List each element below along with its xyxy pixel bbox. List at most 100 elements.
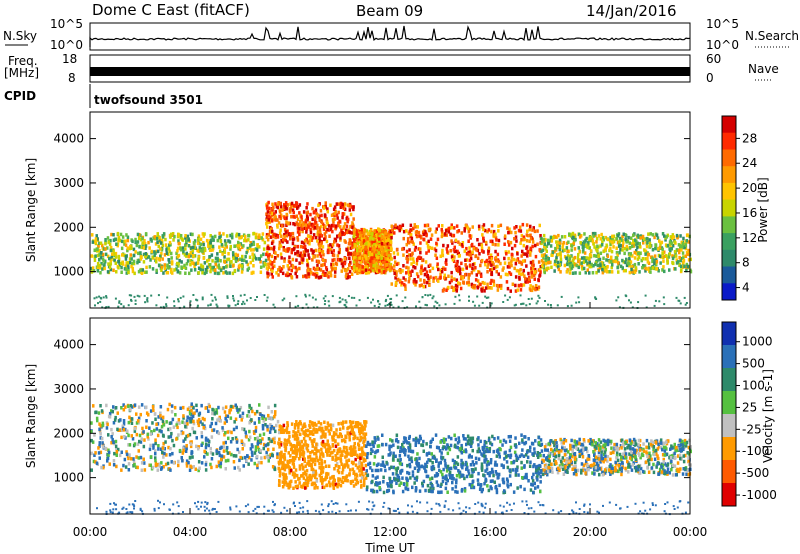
data-cell	[226, 430, 230, 434]
data-cell	[96, 418, 99, 423]
data-cell	[280, 430, 283, 434]
data-cell	[280, 450, 283, 455]
data-cell	[334, 463, 338, 468]
data-cell	[537, 260, 541, 264]
data-cell	[506, 265, 510, 269]
data-cell	[323, 273, 326, 277]
data-cell	[261, 423, 265, 428]
data-cell	[452, 288, 456, 292]
data-cell	[332, 474, 335, 479]
data-cell	[469, 256, 473, 261]
data-cell	[249, 260, 252, 265]
data-cell	[225, 446, 229, 450]
data-cell	[192, 245, 195, 250]
data-cell	[279, 204, 283, 209]
data-cell	[258, 245, 261, 249]
data-cell	[202, 426, 205, 430]
data-cell	[348, 270, 352, 274]
data-cell	[261, 437, 264, 441]
data-cell	[264, 417, 267, 421]
data-cell	[223, 239, 227, 243]
data-cell	[180, 237, 184, 241]
data-cell	[204, 468, 208, 472]
data-cell	[247, 438, 251, 442]
data-cell	[314, 469, 317, 474]
data-cell	[247, 233, 251, 238]
data-cell	[682, 259, 686, 263]
data-cell	[397, 305, 400, 308]
data-cell	[292, 430, 295, 434]
data-cell	[239, 242, 243, 246]
data-cell	[283, 297, 286, 300]
data-cell	[147, 255, 151, 259]
data-cell	[183, 263, 186, 268]
data-cell	[413, 248, 417, 252]
data-cell	[410, 236, 414, 241]
data-cell	[323, 232, 327, 236]
data-cell	[599, 237, 602, 241]
data-cell	[273, 212, 276, 216]
data-cell	[316, 263, 319, 268]
data-cell	[279, 471, 282, 476]
data-cell	[161, 257, 164, 261]
data-cell	[237, 465, 240, 470]
data-cell	[447, 230, 451, 234]
data-cell	[405, 242, 408, 247]
data-cell	[170, 404, 174, 408]
data-cell	[192, 294, 195, 296]
data-cell	[262, 432, 266, 436]
data-cell	[214, 234, 217, 239]
data-cell	[667, 255, 671, 259]
data-cell	[442, 243, 445, 248]
data-cell	[305, 447, 309, 451]
data-cell	[447, 226, 450, 231]
data-cell	[306, 234, 310, 239]
data-cell	[218, 249, 222, 253]
data-cell	[188, 411, 192, 416]
data-cell	[207, 258, 211, 262]
data-cell	[329, 227, 333, 232]
data-cell	[634, 266, 638, 270]
data-cell	[284, 480, 288, 485]
data-cell	[341, 264, 345, 268]
data-cell	[302, 454, 305, 459]
data-cell	[464, 258, 467, 262]
data-cell	[520, 283, 523, 287]
data-cell	[109, 245, 113, 250]
data-cell	[441, 253, 445, 258]
data-cell	[573, 255, 577, 260]
data-cell	[272, 247, 276, 252]
data-cell	[450, 255, 454, 259]
data-cell	[165, 303, 168, 306]
data-cell	[529, 233, 532, 237]
data-cell	[289, 236, 292, 241]
data-cell	[270, 262, 273, 266]
data-cell	[662, 259, 665, 263]
data-cell	[441, 267, 444, 272]
data-cell	[579, 262, 582, 266]
data-cell	[644, 266, 648, 271]
data-cell	[484, 295, 487, 298]
data-cell	[191, 250, 194, 255]
data-cell	[273, 232, 276, 237]
data-cell	[235, 405, 238, 410]
data-cell	[172, 238, 175, 242]
data-cell	[439, 275, 442, 280]
data-cell	[155, 256, 158, 261]
data-cell	[316, 485, 319, 490]
data-cell	[257, 235, 260, 240]
data-cell	[687, 258, 691, 262]
data-cell	[314, 219, 317, 223]
data-cell	[158, 238, 162, 242]
data-cell	[90, 254, 94, 258]
cpid-value: twofsound 3501	[94, 93, 203, 107]
data-cell	[274, 218, 278, 222]
data-cell	[524, 280, 527, 284]
data-cell	[676, 260, 680, 264]
data-cell	[368, 252, 371, 257]
data-cell	[100, 436, 104, 441]
data-cell	[104, 238, 107, 242]
data-cell	[354, 477, 357, 481]
data-cell	[142, 252, 146, 257]
data-cell	[490, 257, 493, 261]
